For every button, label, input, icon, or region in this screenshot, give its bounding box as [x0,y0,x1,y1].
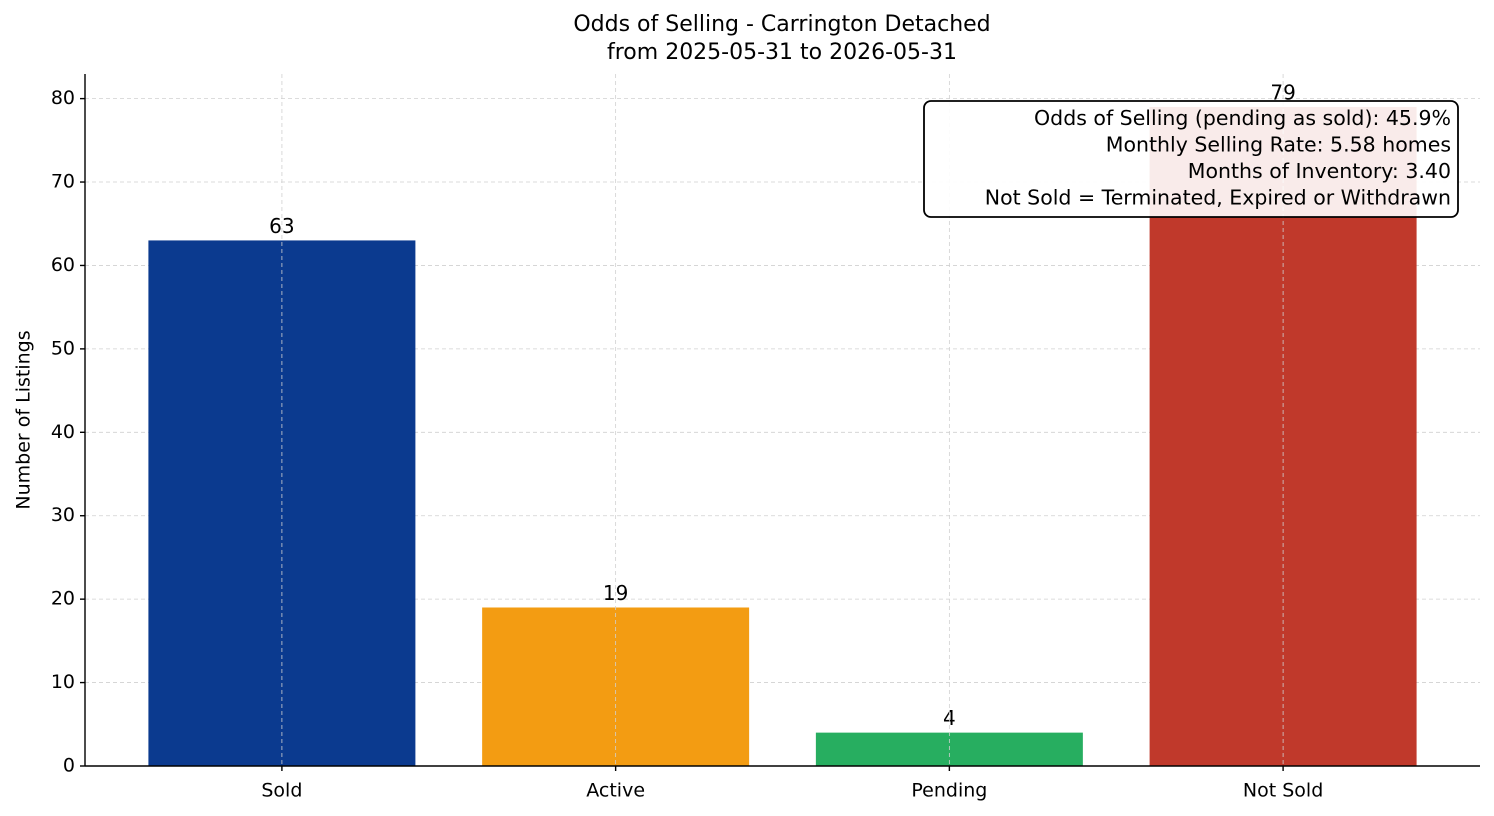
y-axis-label: Number of Listings [13,330,35,509]
annotation: Not Sold = Terminated, Expired or Withdr… [985,186,1451,210]
y-tick-label: 50 [51,337,75,359]
y-tick-label: 20 [51,588,75,610]
annotation: Monthly Selling Rate: 5.58 homes [1106,133,1451,157]
annotation: Months of Inventory: 3.40 [1188,159,1451,183]
y-tick-label: 30 [51,504,75,526]
y-tick-label: 60 [51,254,75,276]
x-tick-label: Not Sold [1243,780,1323,802]
annotation-box [923,100,1459,218]
y-tick-label: 80 [51,87,75,109]
y-tick-label: 10 [51,671,75,693]
x-tick-label: Active [586,780,645,802]
annotation: Odds of Selling (pending as sold): 45.9% [1034,106,1451,130]
y-tick-label: 0 [63,755,75,777]
chart-subtitle: from 2025-05-31 to 2026-05-31 [607,40,957,65]
x-tick-label: Pending [911,780,987,802]
x-tick-label: Sold [261,780,302,802]
y-tick-label: 40 [51,421,75,443]
chart-title: Odds of Selling - Carrington Detached [573,12,990,37]
y-tick-label: 70 [51,171,75,193]
